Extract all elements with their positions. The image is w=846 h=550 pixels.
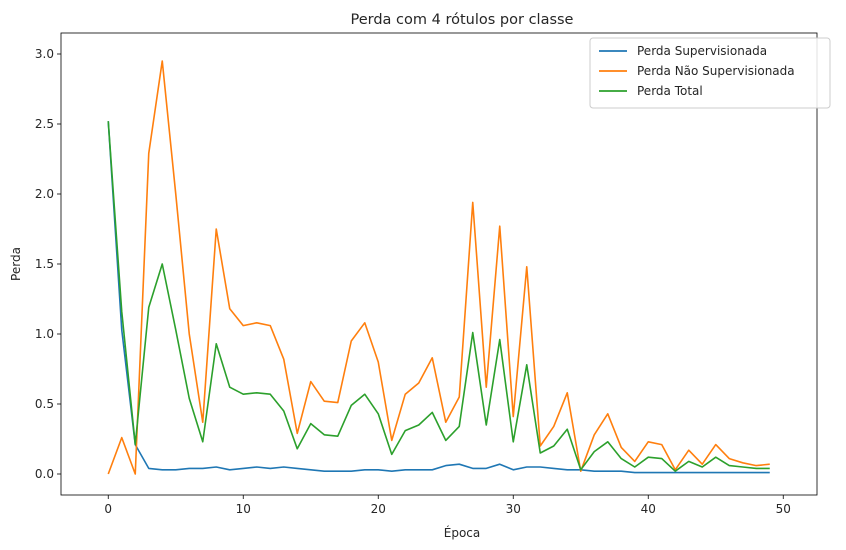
- y-tick-label: 2.5: [35, 117, 54, 131]
- y-tick-label: 0.5: [35, 397, 54, 411]
- series-line-2: [107, 121, 770, 473]
- y-tick-label: 1.5: [35, 257, 54, 271]
- y-tick-label: 3.0: [35, 47, 54, 61]
- chart-title: Perda com 4 rótulos por classe: [351, 12, 574, 28]
- x-tick-label: 20: [371, 502, 386, 516]
- x-tick-label: 40: [641, 502, 656, 516]
- x-tick-label: 10: [236, 502, 251, 516]
- x-axis-label: Época: [444, 525, 481, 540]
- plot-area: [61, 33, 817, 495]
- legend-entry-1: Perda Não Supervisionada: [637, 64, 795, 78]
- legend: Perda Supervisionada Perda Não Supervisio…: [589, 37, 831, 109]
- x-tick-label: 30: [506, 502, 521, 516]
- x-tick-label: 50: [776, 502, 791, 516]
- y-tick-label: 2.0: [35, 187, 54, 201]
- legend-box: [589, 37, 831, 109]
- series-layer: [107, 60, 770, 475]
- legend-entry-2: Perda Total: [637, 84, 703, 98]
- y-tick-label: 1.0: [35, 327, 54, 341]
- y-tick-label: 0.0: [35, 467, 54, 481]
- legend-entry-0: Perda Supervisionada: [637, 44, 767, 58]
- series-line-0: [107, 121, 770, 474]
- y-axis-label: Perda: [9, 247, 23, 281]
- ticks-layer: 0 10 20 30 40 50 0.0 0.5 1.0 1.5 2.0 2.5 3.0: [35, 47, 791, 516]
- series-line-1: [107, 60, 770, 475]
- x-tick-label: 0: [104, 502, 112, 516]
